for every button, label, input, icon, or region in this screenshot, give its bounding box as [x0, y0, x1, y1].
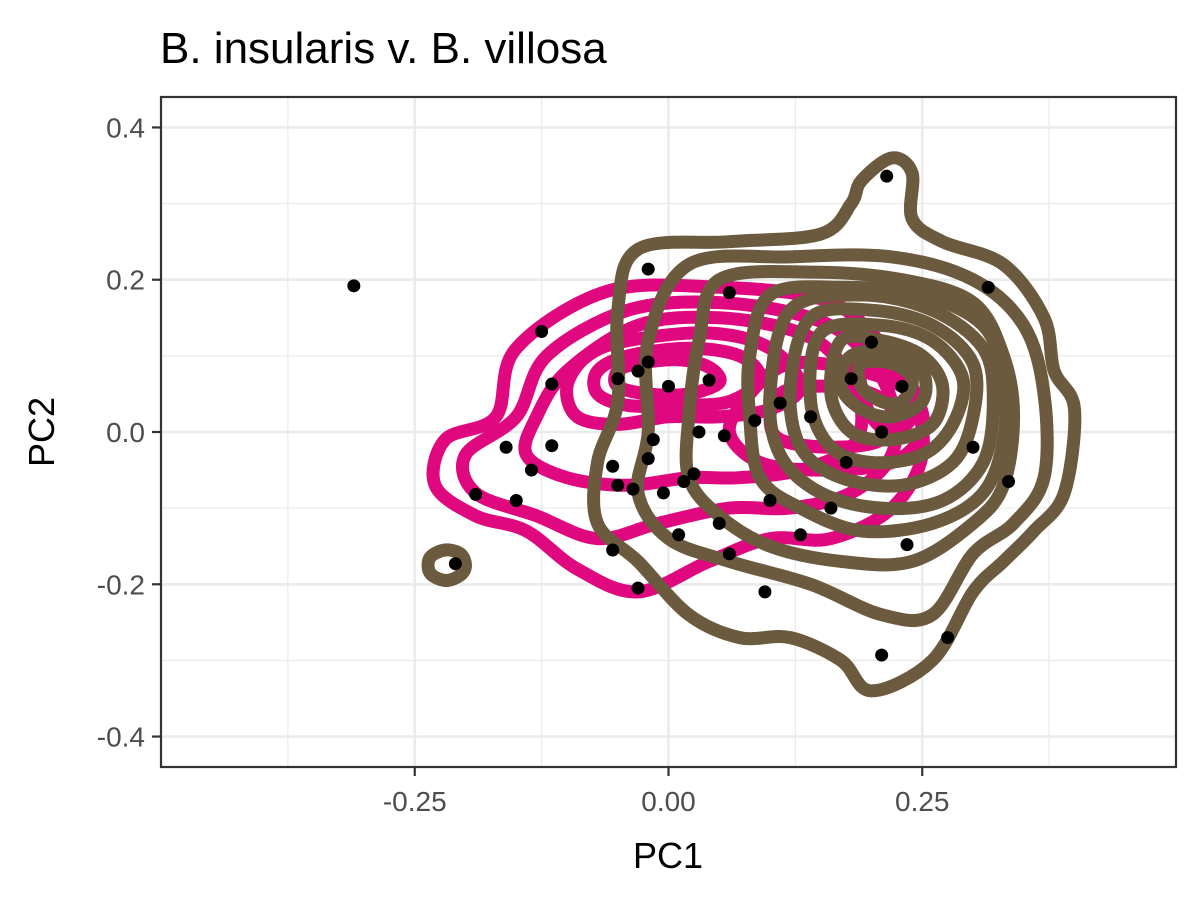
y-tick-label: -0.4 — [97, 722, 145, 753]
plot-panel — [159, 95, 1178, 769]
data-point — [966, 440, 980, 454]
y-tick-label: -0.2 — [97, 569, 145, 600]
data-point — [875, 648, 889, 662]
data-point — [347, 279, 361, 293]
y-tick-label: 0.4 — [106, 112, 145, 143]
x-axis: -0.25 0.00 0.25 — [383, 767, 950, 817]
contour-line-villosa — [763, 288, 1000, 516]
contour-line-villosa — [824, 329, 950, 447]
density-contours — [421, 151, 1082, 698]
data-point — [646, 433, 660, 447]
contour-line-villosa — [630, 248, 1054, 628]
data-point — [748, 414, 762, 428]
data-point — [611, 478, 625, 492]
data-point — [611, 372, 625, 386]
data-point — [626, 482, 640, 496]
data-point — [469, 487, 483, 501]
x-tick-label: 0.00 — [641, 786, 696, 817]
data-point — [641, 262, 655, 276]
data-point — [545, 377, 559, 391]
contour-line-villosa — [587, 151, 1082, 698]
contour-line-villosa — [803, 317, 971, 470]
y-axis: -0.4 -0.2 0.0 0.2 0.4 — [97, 112, 161, 753]
contour-line-villosa — [421, 543, 472, 587]
data-point — [687, 467, 701, 481]
data-point — [656, 486, 670, 500]
data-point — [717, 429, 731, 443]
data-point — [722, 286, 736, 300]
data-point — [793, 528, 807, 542]
data-point — [844, 372, 858, 386]
data-point — [875, 425, 889, 439]
data-point — [524, 463, 538, 477]
data-point — [606, 459, 620, 473]
data-point — [712, 516, 726, 530]
data-point — [880, 169, 894, 183]
data-point — [448, 557, 462, 571]
data-point — [900, 538, 914, 552]
data-point — [773, 396, 787, 410]
contour-group-villosa — [421, 151, 1082, 698]
data-point — [535, 325, 549, 338]
data-point — [606, 543, 620, 557]
x-tick-label: -0.25 — [383, 786, 447, 817]
data-point — [692, 425, 706, 439]
y-axis-title: PC2 — [21, 397, 62, 467]
contour-line-villosa — [679, 264, 1021, 572]
contour-line-villosa — [851, 354, 919, 411]
data-point — [895, 379, 909, 393]
data-point — [677, 474, 691, 488]
x-tick-label: 0.25 — [895, 786, 950, 817]
data-point — [631, 581, 645, 595]
data-point — [662, 379, 675, 393]
data-point — [824, 501, 838, 515]
data-point — [641, 452, 655, 466]
data-point — [763, 494, 777, 508]
contour-line-villosa — [783, 302, 984, 493]
data-point — [839, 455, 853, 469]
data-point — [509, 494, 523, 508]
contour-line-insularis — [587, 341, 767, 413]
data-point — [545, 439, 559, 453]
data-point — [941, 631, 955, 645]
chart-title: B. insularis v. B. villosa — [160, 24, 607, 73]
data-point — [981, 280, 995, 294]
y-tick-label: 0.0 — [106, 417, 145, 448]
data-point — [672, 528, 686, 542]
data-point — [865, 335, 878, 349]
contour-line-villosa — [834, 344, 933, 424]
data-point — [758, 585, 772, 599]
data-point — [631, 364, 645, 378]
data-point — [804, 410, 818, 424]
data-point — [722, 547, 736, 561]
data-point — [702, 373, 716, 387]
x-axis-title: PC1 — [633, 835, 703, 876]
data-point — [499, 440, 513, 454]
data-point — [641, 355, 655, 369]
contour-line-insularis — [722, 355, 931, 477]
data-point — [1002, 474, 1016, 488]
data-points — [347, 169, 1016, 662]
y-tick-label: 0.2 — [106, 265, 145, 296]
